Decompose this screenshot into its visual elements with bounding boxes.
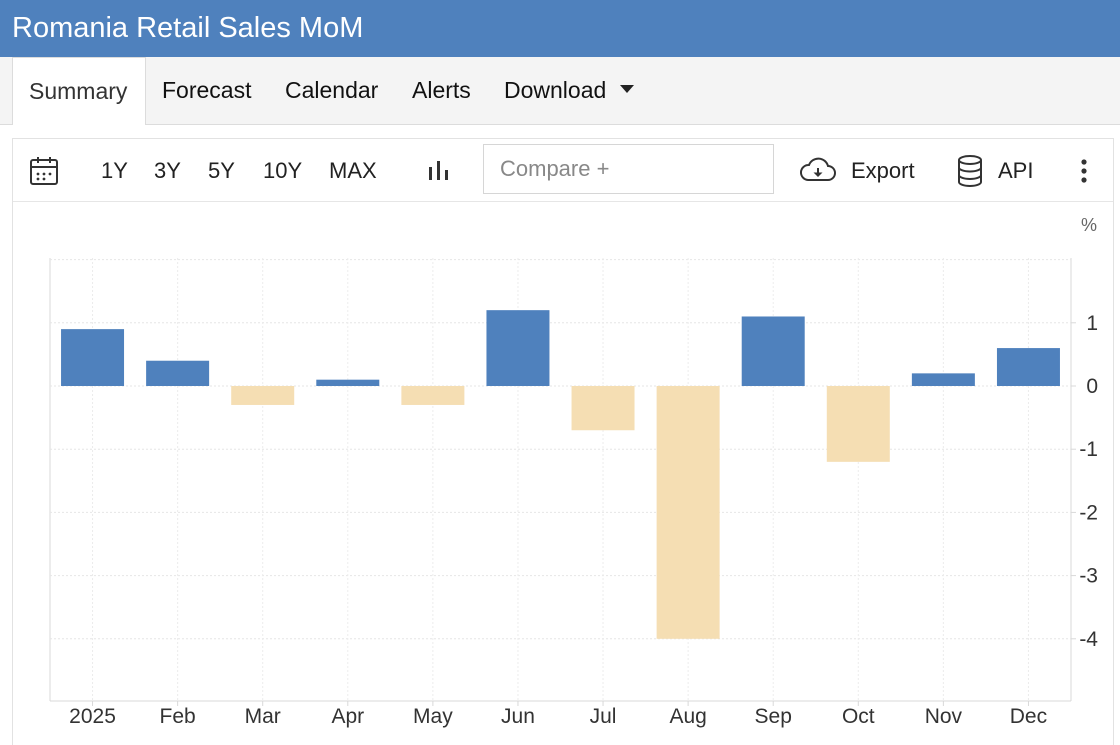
x-tick-label: Apr [331, 705, 364, 728]
database-icon[interactable] [956, 154, 984, 193]
bar-2025[interactable] [61, 329, 125, 386]
y-tick-label: 0 [1086, 375, 1098, 398]
bar-mar[interactable] [231, 386, 295, 405]
y-tick-label: -4 [1079, 628, 1098, 651]
y-tick-label: -3 [1079, 565, 1098, 588]
range-10y-button[interactable]: 10Y [263, 158, 303, 183]
export-button[interactable]: Export [851, 158, 915, 183]
x-tick-label: Jun [501, 705, 535, 728]
bar-feb[interactable] [146, 360, 210, 386]
bar-sep[interactable] [741, 316, 805, 386]
range-1y-button[interactable]: 1Y [101, 158, 128, 183]
tab-summary[interactable]: Summary [12, 57, 146, 125]
bar-jun[interactable] [486, 310, 550, 386]
caret-down-icon [620, 84, 635, 93]
more-vertical-icon[interactable] [1078, 158, 1090, 189]
x-tick-label: Sep [755, 705, 792, 728]
y-tick-label: 1 [1086, 312, 1098, 335]
chart-panel: 1Y 3Y 5Y 10Y MAX Export [12, 138, 1114, 745]
x-tick-label: May [413, 705, 453, 728]
x-tick-label: Nov [925, 705, 963, 728]
range-5y-button[interactable]: 5Y [208, 158, 235, 183]
x-tick-label: Mar [245, 705, 281, 728]
x-tick-label: Oct [842, 705, 875, 728]
bar-nov[interactable] [911, 373, 975, 386]
bar-chart-icon[interactable] [427, 158, 451, 187]
unit-label: % [1081, 215, 1098, 235]
tab-download[interactable]: Download [504, 57, 635, 124]
range-max-button[interactable]: MAX [329, 158, 377, 183]
tab-download-label: Download [504, 77, 607, 103]
x-tick-label: Aug [669, 705, 706, 728]
y-tick-label: -2 [1079, 501, 1098, 524]
bar-apr[interactable] [316, 379, 380, 386]
api-button[interactable]: API [998, 158, 1034, 183]
bar-dec[interactable] [996, 348, 1060, 386]
x-tick-label: Jul [590, 705, 617, 728]
bar-aug[interactable] [656, 386, 720, 639]
compare-input[interactable] [483, 144, 774, 194]
tab-calendar[interactable]: Calendar [285, 77, 379, 103]
chart-toolbar: 1Y 3Y 5Y 10Y MAX Export [13, 139, 1113, 202]
x-tick-label: 2025 [69, 705, 116, 728]
calendar-icon[interactable] [29, 156, 59, 191]
x-tick-label: Feb [160, 705, 196, 728]
page-title: Romania Retail Sales MoM [0, 0, 1120, 57]
bar-jul[interactable] [571, 386, 635, 431]
cloud-download-icon[interactable] [799, 156, 837, 191]
tab-forecast[interactable]: Forecast [162, 77, 252, 103]
tab-alerts[interactable]: Alerts [412, 77, 471, 103]
x-tick-label: Dec [1010, 705, 1047, 728]
y-tick-label: -1 [1079, 438, 1098, 461]
bar-oct[interactable] [826, 386, 890, 462]
bar-may[interactable] [401, 386, 465, 405]
range-3y-button[interactable]: 3Y [154, 158, 181, 183]
tab-bar: Summary Forecast Calendar Alerts Downloa… [0, 57, 1120, 125]
